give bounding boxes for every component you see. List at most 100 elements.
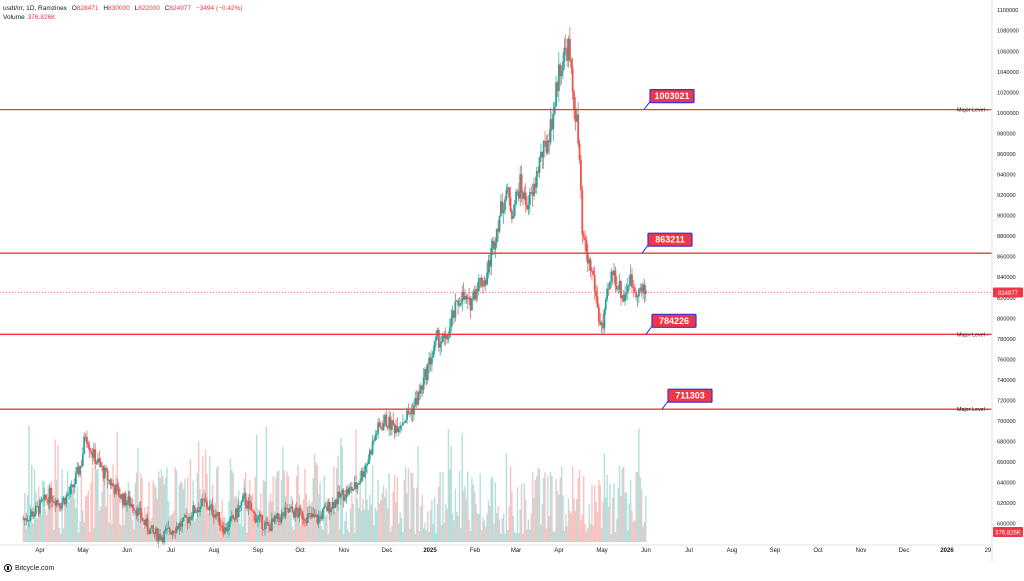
candle-body [534, 183, 537, 188]
candle-body [335, 499, 338, 505]
candle-body [542, 140, 545, 158]
candle-body [195, 512, 197, 514]
candle-body [593, 274, 596, 292]
volume-bar [587, 528, 589, 542]
volume-bar [293, 529, 295, 542]
volume-bar [210, 504, 212, 542]
brand[interactable]: Bitcycle.com [4, 564, 54, 572]
candle-body [40, 499, 43, 501]
candle-body [417, 391, 419, 405]
volume-bar [487, 500, 490, 542]
volume-bar [264, 481, 266, 542]
symbol-title[interactable]: usdt/irr, 1D, Ramzinex [3, 5, 67, 12]
volume-bar [370, 504, 372, 542]
candle-body [606, 288, 609, 300]
volume-bar [460, 528, 462, 542]
candle-body [337, 491, 339, 505]
candle-body [584, 237, 586, 241]
candle-body [379, 426, 382, 428]
volume-bar [276, 471, 279, 542]
candle-body [160, 537, 163, 540]
volume-bar [54, 439, 56, 542]
candle-body [186, 517, 189, 524]
volume-bar [501, 518, 503, 542]
candle-body [535, 171, 538, 188]
volume-bar [254, 476, 256, 542]
candle-body [45, 498, 48, 500]
candle-body [313, 514, 316, 517]
candle-body [299, 507, 302, 511]
volume-label[interactable]: Volume [3, 14, 25, 21]
candle-body [208, 505, 211, 510]
volume-bar [48, 492, 51, 542]
candle-body [252, 510, 255, 514]
candle-body [153, 532, 156, 535]
candle-body [464, 295, 466, 300]
y-tick-label: 760000 [997, 357, 1016, 363]
candle-body [357, 483, 360, 485]
level-pointer [641, 244, 649, 254]
volume-bar [79, 521, 81, 542]
candle-body [193, 505, 196, 514]
candle-body [339, 493, 342, 498]
candle-body [618, 281, 621, 290]
candle-body [559, 64, 562, 76]
volume-bar [275, 477, 277, 542]
candle-body [575, 114, 578, 122]
candle-body [41, 499, 44, 501]
candle-body [567, 38, 570, 61]
volume-bar [533, 497, 535, 542]
volume-bar [438, 486, 440, 542]
candle-body [430, 357, 433, 365]
candle-body [257, 516, 259, 520]
volume-bar [307, 526, 309, 542]
candle-body [526, 204, 529, 210]
candle-body [327, 501, 330, 512]
volume-bar [94, 466, 96, 542]
y-tick-label: 960000 [997, 152, 1016, 158]
x-tick-label: Nov [856, 548, 867, 554]
volume-bar [603, 453, 606, 542]
volume-bar [297, 465, 299, 542]
candle-body [237, 507, 240, 517]
candle-body [161, 537, 164, 543]
volume-bar [396, 477, 399, 542]
candle-body [621, 295, 624, 299]
volume-bar [410, 472, 412, 542]
volume-bar [156, 498, 158, 542]
candle-body [150, 525, 153, 529]
volume-bar [313, 453, 316, 542]
last-price-tag [993, 287, 1023, 298]
volume-bar [137, 448, 139, 542]
ohlc-close-value: 824977 [169, 5, 192, 12]
candle-body [629, 274, 632, 286]
volume-bar [315, 462, 317, 542]
volume-bar [152, 480, 154, 542]
volume-bar [489, 506, 491, 542]
volume-bar [229, 458, 232, 542]
volume-bar [409, 529, 411, 542]
volume-bar [450, 446, 452, 542]
volume-bar [197, 441, 200, 542]
candle-body [574, 109, 577, 122]
volume-bar [182, 489, 185, 542]
candle-body [179, 523, 182, 527]
volume-bar [141, 478, 143, 542]
candle-body [143, 519, 146, 526]
volume-bar [75, 508, 77, 542]
candle-body [624, 293, 626, 302]
volume-bar [569, 510, 571, 542]
candle-body [29, 515, 32, 521]
y-axis[interactable]: 1100000 1080000 1060000 1040000 1020000 10000… [991, 0, 1023, 562]
candle-body [333, 501, 335, 508]
candle-body [87, 444, 90, 448]
candle-body [493, 240, 495, 250]
volume-bar [642, 526, 644, 542]
volume-bar [403, 479, 405, 542]
volume-bar [620, 495, 622, 542]
x-axis[interactable]: Apr May Jun Jul Aug Sep Oct Nov Dec 2025 Feb Mar Apr… [0, 544, 992, 554]
volume-bar [600, 527, 603, 542]
candle-body [483, 280, 486, 287]
